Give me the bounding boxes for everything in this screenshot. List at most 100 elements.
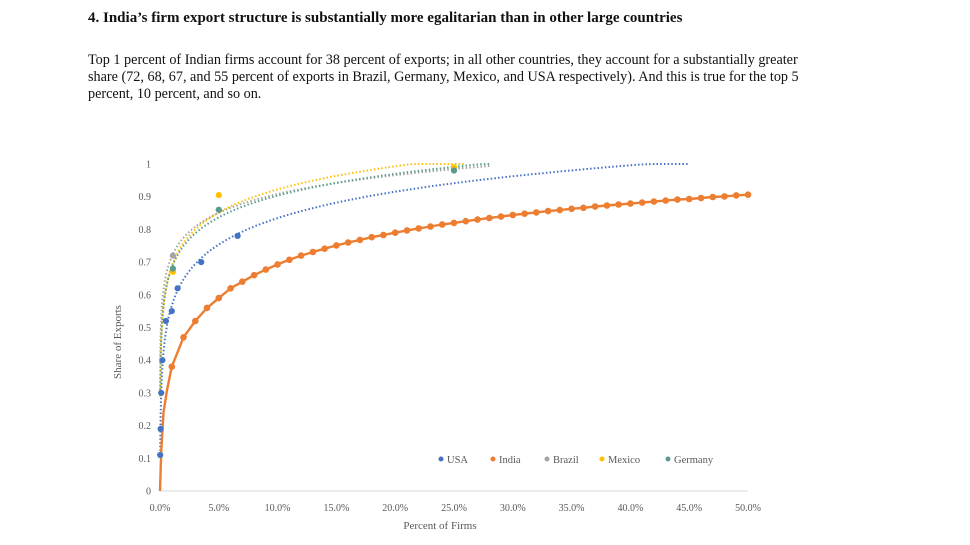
india-point [556,206,564,214]
india-point [368,233,376,241]
india-point [638,199,646,206]
germany-point [450,167,458,174]
germany-trendline [159,163,490,391]
legend-marker-usa [438,456,444,462]
x-tick-label: 20.0% [382,503,408,514]
x-tick-label: 25.0% [441,503,467,514]
india-point [227,285,234,292]
x-tick-label: 50.0% [735,503,761,514]
india-point [709,193,716,201]
y-tick-label: 0.7 [139,258,152,269]
india-point [521,210,528,217]
legend-label-india: India [499,455,521,466]
germany-point [169,265,176,272]
y-axis-title: Share of Exports [112,305,124,379]
usa-point [158,389,165,396]
india-point [674,196,681,203]
india-point [450,219,458,227]
x-tick-label: 5.0% [208,503,229,514]
usa-point [234,232,241,239]
india-point [180,334,187,341]
india-point [403,227,411,234]
legend-marker-india [490,456,496,462]
x-tick-label: 15.0% [323,503,349,514]
india-point [438,221,446,228]
india-point [297,252,305,259]
india-point [462,217,470,225]
india-point [192,317,199,325]
trendlines [158,163,749,492]
legend-label-mexico: Mexico [608,455,640,466]
india-point [509,211,517,219]
usa-point [198,259,205,266]
india-point [356,236,364,244]
india-point [732,192,740,199]
india-point [262,266,270,273]
india-point [286,256,293,264]
usa-trendline [159,163,690,455]
india-point [309,248,317,256]
india-point [203,304,211,312]
y-tick-label: 0.5 [139,323,152,334]
x-tick-labels: 0.0% 5.0% 10.0% 15.0% 20.0% 25.0% 30.0% 35.0% 40… [150,503,761,514]
description-paragraph: Top 1 percent of Indian firms account fo… [88,52,799,102]
india-point [344,239,352,246]
india-point [427,223,434,230]
y-tick-label: 0.1 [139,454,152,465]
india-point [486,214,493,222]
india-point [380,231,387,239]
india-point [274,261,281,268]
x-tick-label: 35.0% [559,503,585,514]
india-point [568,205,575,213]
x-axis-title: Percent of Firms [403,520,476,532]
usa-point [162,317,169,325]
legend-marker-germany [665,456,671,462]
india-point [544,207,552,215]
germany-point [215,206,222,213]
x-tick-label: 10.0% [265,503,291,514]
usa-point [174,285,181,292]
india-point [615,201,622,208]
india-point [697,194,705,202]
india-point [321,245,328,252]
india-point [662,197,669,204]
india-point [627,200,634,207]
legend: USA India Brazil Mexico Germany [438,455,714,466]
y-tick-label: 0.4 [139,356,152,367]
india-point [474,216,481,223]
brazil-point [169,252,176,259]
india-point [744,191,752,198]
legend-label-germany: Germany [674,455,714,466]
india-point [215,294,223,302]
y-tick-label: 1 [146,160,151,171]
data-points [157,164,752,459]
mexico-trendline [159,163,466,397]
india-point [415,225,423,232]
india-point [239,278,246,286]
india-point [685,195,693,203]
heading: 4. India’s firm export structure is subs… [88,10,683,26]
india-point [591,203,599,210]
india-point [721,193,728,200]
india-point [250,271,258,279]
y-tick-label: 0 [146,487,151,498]
india-point [580,204,587,212]
india-point [533,209,540,216]
x-tick-label: 0.0% [150,503,171,514]
y-tick-label: 0.6 [139,290,152,301]
india-point [168,363,176,371]
legend-label-brazil: Brazil [553,455,579,466]
usa-point [168,308,175,315]
mexico-point [215,192,222,199]
usa-point [157,425,164,432]
india-point [603,202,611,209]
y-tick-label: 0.9 [139,192,152,203]
legend-label-usa: USA [447,455,468,466]
brazil-trendline [159,165,490,363]
usa-point [159,357,166,364]
india-curve [158,193,749,492]
x-tick-label: 30.0% [500,503,526,514]
india-point [333,242,340,249]
india-point [391,229,399,236]
